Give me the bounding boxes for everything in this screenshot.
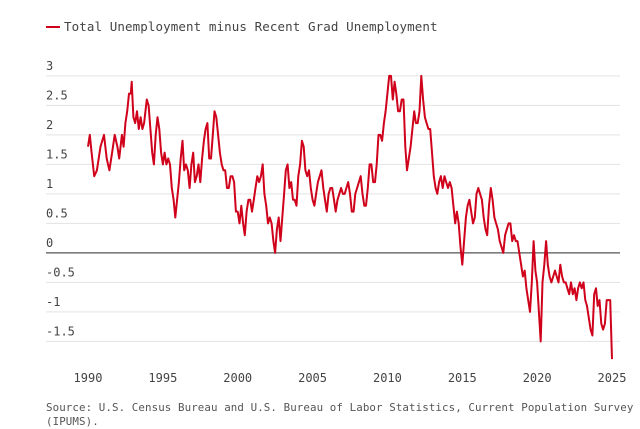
y-axis-ticks: 3 2.5 2 1.5 1 0.5 0 -0.5 -1 -1.5 (46, 59, 75, 338)
chart-legend: Total Unemployment minus Recent Grad Une… (46, 19, 438, 34)
legend-label: Total Unemployment minus Recent Grad Une… (64, 19, 438, 34)
x-axis-ticks: 1990 1995 2000 2005 2010 2015 2020 2025 (74, 371, 627, 385)
x-tick-label: 2020 (523, 371, 552, 385)
x-tick-label: 1990 (74, 371, 103, 385)
y-tick-label: -0.5 (46, 265, 75, 279)
series-line (87, 74, 613, 360)
y-tick-label: 2 (46, 118, 53, 132)
grid-lines (46, 75, 620, 342)
y-tick-label: -1.5 (46, 324, 75, 338)
series-layer (87, 74, 613, 360)
x-tick-label: 2000 (223, 371, 252, 385)
y-tick-label: -1 (46, 295, 60, 309)
source-note: Source: U.S. Census Bureau and U.S. Bure… (46, 401, 634, 428)
y-tick-label: 0.5 (46, 206, 68, 220)
line-chart: 3 2.5 2 1.5 1 0.5 0 -0.5 -1 -1.5 1990 1995 2000 2005… (46, 59, 627, 385)
y-tick-label: 3 (46, 59, 53, 73)
y-tick-label: 2.5 (46, 88, 68, 102)
x-tick-label: 2010 (373, 371, 402, 385)
legend-swatch (46, 25, 60, 28)
x-tick-label: 2015 (448, 371, 477, 385)
x-tick-label: 2005 (298, 371, 327, 385)
x-tick-label: 2025 (598, 371, 627, 385)
x-tick-label: 1995 (148, 371, 177, 385)
y-tick-label: 1 (46, 177, 53, 191)
y-tick-label: 1.5 (46, 147, 68, 161)
y-tick-label: 0 (46, 236, 53, 250)
